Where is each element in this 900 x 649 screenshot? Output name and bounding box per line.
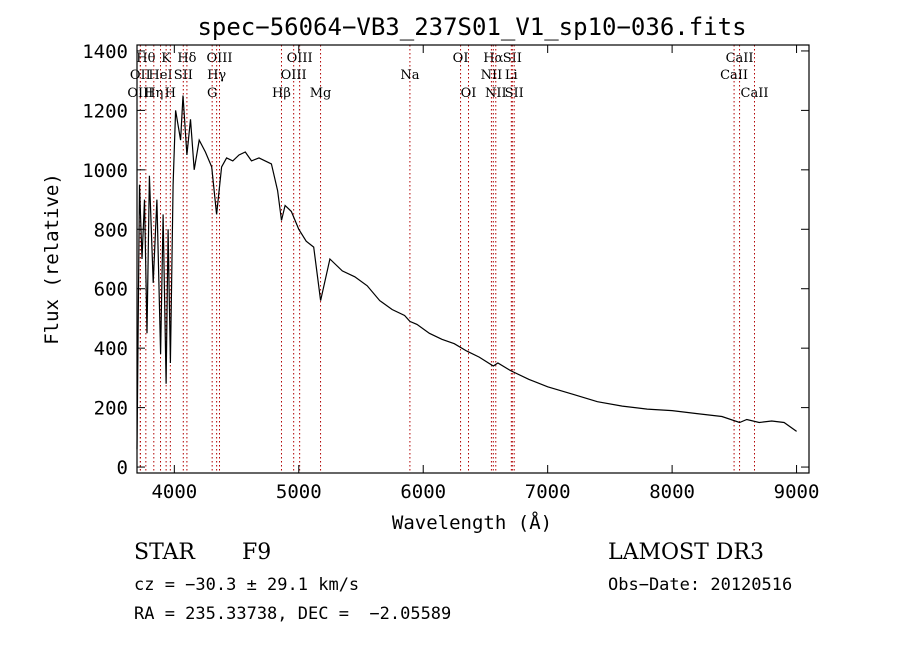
line-label-5: Hη	[144, 86, 163, 101]
line-label-14: OIII	[281, 68, 307, 83]
line-label-4: HeI	[148, 68, 172, 83]
line-label-12: Hβ	[272, 86, 291, 101]
x-tick-label-0: 4000	[151, 481, 197, 503]
y-tick-label-7: 1400	[82, 41, 128, 63]
y-tick-label-3: 600	[94, 279, 128, 301]
observation-date: Obs−Date: 20120516	[608, 575, 793, 595]
survey-name: LAMOST DR3	[608, 540, 764, 565]
line-label-24: SII	[505, 86, 524, 101]
line-label-1: OII	[130, 68, 151, 83]
x-tick-label-1: 5000	[276, 481, 322, 503]
line-label-18: OI	[461, 86, 477, 101]
y-tick-label-6: 1200	[82, 100, 128, 122]
y-tick-label-2: 400	[94, 338, 128, 360]
line-label-25: CaII	[726, 51, 754, 66]
line-label-22: SII	[503, 51, 522, 66]
line-label-3: K	[161, 51, 171, 66]
line-label-11: G	[207, 86, 217, 101]
line-label-16: Na	[400, 68, 419, 83]
line-label-8: Hδ	[177, 51, 196, 66]
axis-ticks: 4000 5000 6000 7000 8000 9000 0 200 400 600 800 100…	[82, 41, 819, 503]
line-label-27: CaII	[741, 86, 769, 101]
line-label-10: Hγ	[207, 68, 226, 83]
x-tick-label-5: 9000	[774, 481, 820, 503]
chart-title: spec−56064−VB3_237S01_V1_sp10−036.fits	[197, 13, 746, 41]
line-label-23: Li	[505, 68, 518, 83]
line-label-9: OIII	[206, 51, 232, 66]
y-tick-label-1: 200	[94, 398, 128, 420]
line-label-19: Hα	[483, 51, 503, 66]
redshift-info: cz = −30.3 ± 29.1 km/s	[134, 575, 360, 595]
object-subclass: F9	[242, 540, 272, 565]
y-tick-label-4: 800	[94, 219, 128, 241]
spectrum-series-line	[136, 95, 797, 450]
y-axis-label: Flux (relative)	[41, 173, 63, 345]
x-tick-label-3: 7000	[525, 481, 571, 503]
x-tick-label-2: 6000	[400, 481, 446, 503]
line-label-26: CaII	[720, 68, 748, 83]
line-label-20: NII	[481, 68, 503, 83]
object-class: STAR	[134, 540, 195, 565]
coordinates: RA = 235.33738, DEC = −2.05589	[134, 604, 452, 624]
y-tick-label-5: 1000	[82, 160, 128, 182]
plot-frame	[136, 44, 810, 474]
x-tick-label-4: 8000	[649, 481, 695, 503]
x-axis-label: Wavelength (Å)	[392, 511, 552, 534]
line-label-2: OIII	[127, 86, 153, 101]
line-label-0: Hθ	[136, 51, 155, 66]
line-label-15: Mg	[310, 86, 332, 101]
line-label-17: OI	[453, 51, 469, 66]
line-label-6: H	[165, 86, 176, 101]
line-label-7: SII	[174, 68, 193, 83]
y-tick-label-0: 0	[117, 457, 128, 479]
line-label-21: NII	[485, 86, 507, 101]
line-label-13: OIII	[287, 51, 313, 66]
